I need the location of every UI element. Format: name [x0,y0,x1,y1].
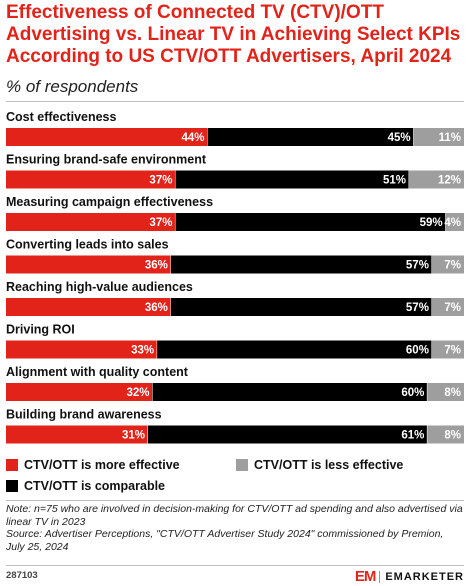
value-label-more-effective-converting-leads-into-sales: 36% [145,260,168,272]
bar-less-effective-driving-roi [431,340,464,359]
bar-comparable-building-brand-awareness [147,425,428,444]
value-label-comparable-ensuring-brand-safe-environment: 51% [383,175,406,187]
value-label-less-effective-reaching-high-value-audiences: 7% [444,302,461,314]
bar-less-effective-building-brand-awareness [427,425,464,444]
bar-less-effective-ensuring-brand-safe-environment [409,170,464,189]
bar-less-effective-measuring-campaign-effectiveness [445,213,464,231]
bar-comparable-ensuring-brand-safe-environment [175,170,410,189]
bar-less-effective-converting-leads-into-sales [431,255,464,274]
value-label-more-effective-cost-effectiveness: 44% [181,132,204,144]
chart-subtitle: % of respondents [6,77,139,96]
value-label-less-effective-alignment-with-quality-content: 8% [444,387,461,399]
value-label-more-effective-reaching-high-value-audiences: 36% [145,302,168,314]
legend-item-less-effective: CTV/OTT is less effective [236,458,403,472]
category-label-converting-leads-into-sales: Converting leads into sales [6,238,169,252]
bar-comparable-measuring-campaign-effectiveness [175,213,446,231]
value-label-less-effective-ensuring-brand-safe-environment: 12% [438,175,461,187]
value-label-less-effective-building-brand-awareness: 8% [444,430,461,442]
category-label-ensuring-brand-safe-environment: Ensuring brand-safe environment [6,153,207,167]
category-label-driving-roi: Driving ROI [6,323,75,337]
value-label-comparable-alignment-with-quality-content: 60% [401,387,424,399]
value-label-comparable-building-brand-awareness: 61% [401,430,424,442]
legend: CTV/OTT is more effective CTV/OTT is les… [6,455,464,495]
value-label-comparable-driving-roi: 60% [406,345,429,357]
category-label-measuring-campaign-effectiveness: Measuring campaign effectiveness [6,195,213,209]
footer-divider [6,565,464,566]
bar-more-effective-cost-effectiveness [6,128,208,146]
value-label-more-effective-alignment-with-quality-content: 32% [127,387,150,399]
value-label-more-effective-measuring-campaign-effectiveness: 37% [149,217,172,229]
value-label-comparable-cost-effectiveness: 45% [388,132,411,144]
legend-swatch-more-effective [6,459,18,471]
value-label-less-effective-converting-leads-into-sales: 7% [444,260,461,272]
bar-comparable-driving-roi [157,340,432,359]
value-label-comparable-measuring-campaign-effectiveness: 59% [420,217,443,229]
bar-less-effective-cost-effectiveness [413,128,464,146]
bar-more-effective-driving-roi [6,340,158,359]
chart-id: 287103 [6,570,38,581]
value-label-more-effective-building-brand-awareness: 31% [122,430,145,442]
bar-less-effective-reaching-high-value-audiences [431,298,464,316]
bar-comparable-cost-effectiveness [207,128,414,146]
bar-more-effective-ensuring-brand-safe-environment [6,170,176,189]
logo-mark: EM [354,568,376,585]
bar-comparable-alignment-with-quality-content [152,383,428,401]
category-label-cost-effectiveness: Cost effectiveness [6,110,117,124]
logo-text: EMARKETER [385,570,464,583]
legend-item-comparable: CTV/OTT is comparable [6,479,165,493]
top-divider [6,101,464,102]
bar-less-effective-alignment-with-quality-content [427,383,464,401]
category-label-alignment-with-quality-content: Alignment with quality content [6,365,189,379]
bar-more-effective-reaching-high-value-audiences [6,298,171,316]
bar-more-effective-measuring-campaign-effectiveness [6,213,176,231]
bottom-divider [6,500,464,501]
bar-comparable-reaching-high-value-audiences [170,298,432,316]
legend-label-comparable: CTV/OTT is comparable [24,479,166,493]
value-label-less-effective-driving-roi: 7% [444,345,461,357]
category-label-reaching-high-value-audiences: Reaching high-value audiences [6,280,193,294]
value-label-comparable-reaching-high-value-audiences: 57% [406,302,429,314]
stacked-bar-chart: Cost effectiveness 44% 45% 11% Ensuring bran… [6,110,464,444]
bar-comparable-converting-leads-into-sales [170,255,432,274]
legend-label-less-effective: CTV/OTT is less effective [254,458,404,472]
bar-more-effective-alignment-with-quality-content [6,383,153,401]
chart-title: Effectiveness of Connected TV (CTV)/OTT … [6,2,461,67]
value-label-more-effective-ensuring-brand-safe-environment: 37% [149,175,172,187]
value-label-less-effective-cost-effectiveness: 11% [439,132,461,144]
value-label-more-effective-driving-roi: 33% [131,345,154,357]
value-label-less-effective-measuring-campaign-effectiveness: 4% [444,217,461,229]
logo-separator [379,570,381,583]
legend-swatch-comparable [6,480,18,492]
legend-item-more-effective: CTV/OTT is more effective [6,458,180,472]
source-text: Source: Advertiser Perceptions, "CTV/OTT… [6,528,444,553]
legend-swatch-less-effective [236,459,248,471]
legend-label-more-effective: CTV/OTT is more effective [24,458,180,472]
emarketer-logo: EM EMARKETER [355,568,464,585]
bar-more-effective-building-brand-awareness [6,425,148,444]
note-text: Note: n=75 who are involved in decision-… [6,503,463,528]
bar-more-effective-converting-leads-into-sales [6,255,171,274]
category-label-building-brand-awareness: Building brand awareness [6,408,162,422]
source-note: Note: n=75 who are involved in decision-… [6,503,464,553]
value-label-comparable-converting-leads-into-sales: 57% [406,260,429,272]
